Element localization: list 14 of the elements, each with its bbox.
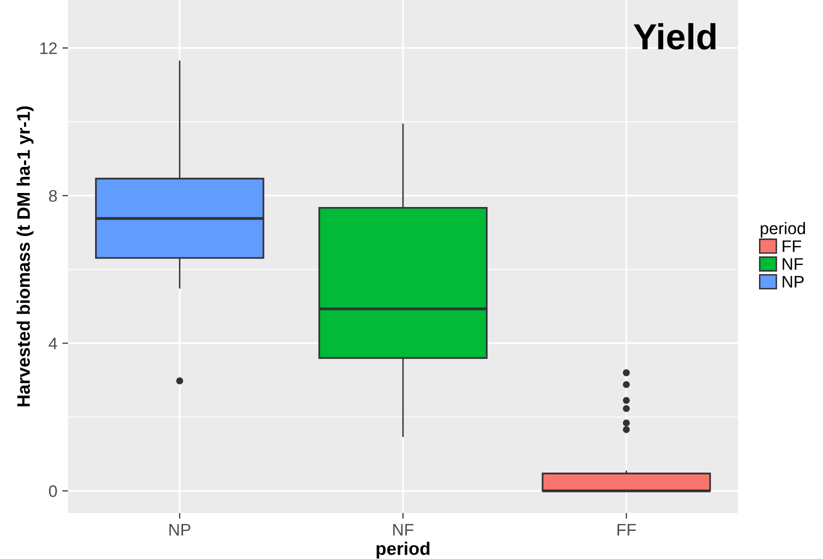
- y-axis-title: Harvested biomass (t DM ha-1 yr-1): [16, 106, 34, 406]
- legend-label: NP: [782, 276, 804, 288]
- x-tick-label: NF: [393, 524, 414, 536]
- y-tick-label: 0: [48, 485, 57, 498]
- legend-title: period: [760, 222, 805, 238]
- x-axis-title: period: [376, 542, 430, 559]
- y-tick-label: 12: [40, 42, 57, 54]
- legend-label: NF: [782, 258, 803, 270]
- x-tick-label: FF: [618, 524, 636, 536]
- legend-label: FF: [782, 240, 802, 252]
- x-tick-label: NP: [169, 524, 190, 536]
- y-tick-label: 8: [49, 190, 57, 202]
- text: Yield: [634, 23, 716, 50]
- y-tick-label: 4: [48, 338, 58, 350]
